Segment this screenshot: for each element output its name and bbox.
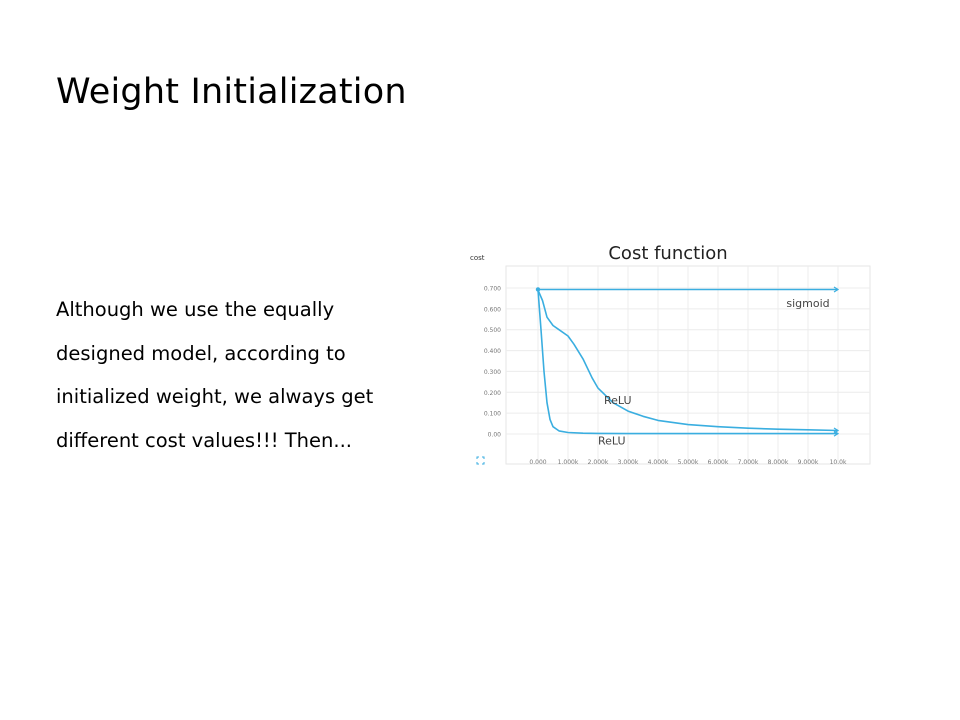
body-line: different cost values!!! Then... [56, 428, 352, 452]
x-tick-label: 0.000 [529, 459, 546, 466]
body-line: initialized weight, we always get [56, 385, 374, 408]
y-tick-label: 0.500 [484, 327, 501, 334]
y-tick-label: 0.100 [484, 411, 501, 418]
slide-title: Weight Initialization [56, 72, 407, 112]
x-tick-label: 5.000k [678, 459, 699, 466]
x-tick-label: 8.000k [768, 459, 789, 466]
x-tick-labels: 0.000 1.000k 2.000k 3.000k 4.000k 5.000k 6.000… [529, 459, 847, 466]
chart-grid [505, 265, 871, 465]
y-tick-label: 0.00 [488, 432, 502, 439]
y-tick-label: 0.200 [484, 390, 501, 397]
series-label: ReLU [598, 434, 626, 447]
x-tick-label: 3.000k [618, 459, 639, 466]
y-tick-label: 0.600 [484, 306, 501, 313]
series-label: sigmoid [786, 297, 829, 310]
y-tick-label: 0.700 [484, 286, 501, 293]
y-tick-labels: 0.00 0.100 0.200 0.300 0.400 0.500 0.600 0.700 [484, 286, 501, 439]
y-tick-label: 0.300 [484, 369, 501, 376]
chart-ylabel: cost [470, 254, 485, 262]
x-tick-label: 6.000k [708, 459, 729, 466]
series-label: ReLU [604, 394, 632, 407]
x-tick-label: 10.0k [830, 459, 847, 466]
x-tick-label: 9.000k [798, 459, 819, 466]
series-labels: sigmoid ReLU ReLU [598, 297, 830, 448]
x-tick-label: 2.000k [588, 459, 609, 466]
body-text: Although we use the equally designed mod… [56, 288, 426, 462]
series-line [537, 289, 839, 432]
chart-title: Cost function [608, 243, 727, 264]
x-tick-label: 7.000k [738, 459, 759, 466]
y-tick-label: 0.400 [484, 348, 501, 355]
x-tick-label: 1.000k [558, 459, 579, 466]
body-line: Although we use the equally [56, 298, 335, 321]
series-line [537, 290, 838, 435]
series-arrowhead [833, 430, 840, 437]
body-line: designed model, according to [56, 341, 346, 365]
series-arrowhead [833, 286, 840, 293]
expand-icon[interactable] [476, 456, 485, 465]
start-point [535, 287, 541, 292]
x-tick-label: 4.000k [648, 459, 669, 466]
chart-lines [535, 286, 840, 437]
cost-chart: Cost function cost 0.00 0.100 0.200 0.300 0.… [462, 236, 882, 476]
cost-chart-svg: Cost function cost 0.000.1000.2000.3000.… [470, 243, 871, 466]
